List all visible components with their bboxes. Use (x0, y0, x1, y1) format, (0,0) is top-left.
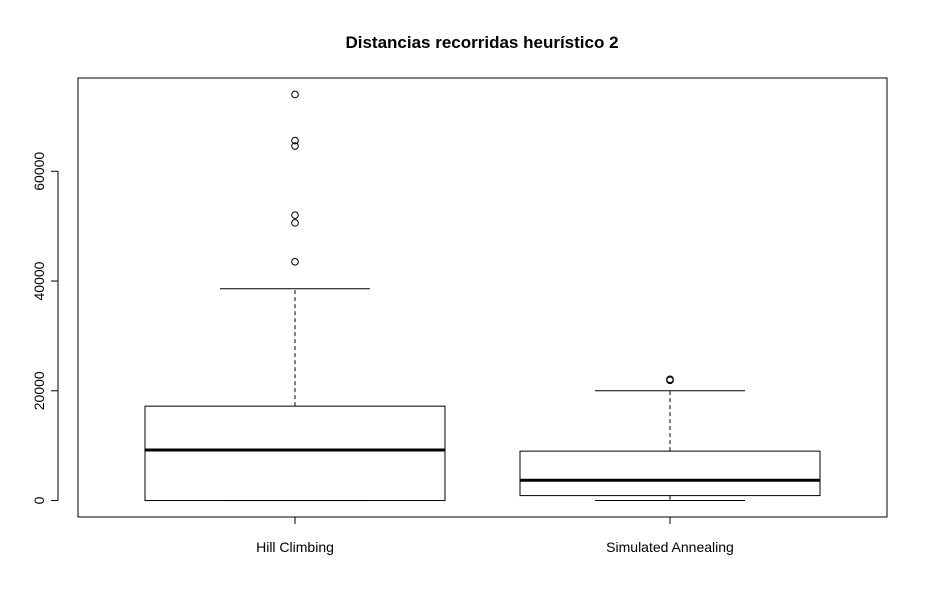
outlier-point (666, 375, 674, 384)
outlier-point (291, 258, 299, 266)
x-axis: Hill Climbing Simulated Annealing (256, 517, 734, 555)
chart-title: Distancias recorridas heurístico 2 (345, 33, 618, 52)
y-tick-label: 0 (31, 496, 47, 504)
plot-frame (77, 77, 888, 518)
y-axis: 0 20000 40000 60000 (31, 152, 59, 504)
x-tick-label: Hill Climbing (256, 539, 334, 555)
outlier-point (291, 136, 299, 145)
y-tick-label: 20000 (31, 371, 47, 410)
iqr-box (144, 405, 446, 502)
outlier-point (291, 90, 299, 99)
outlier-point (291, 219, 299, 227)
y-tick-label: 60000 (31, 152, 47, 191)
outlier-point (291, 211, 299, 219)
box-group (144, 90, 446, 502)
iqr-box (519, 450, 821, 497)
x-tick-label: Simulated Annealing (606, 539, 734, 555)
boxes (144, 90, 821, 502)
outlier-point (291, 142, 299, 150)
y-tick-label: 40000 (31, 261, 47, 300)
box-group (519, 375, 821, 502)
